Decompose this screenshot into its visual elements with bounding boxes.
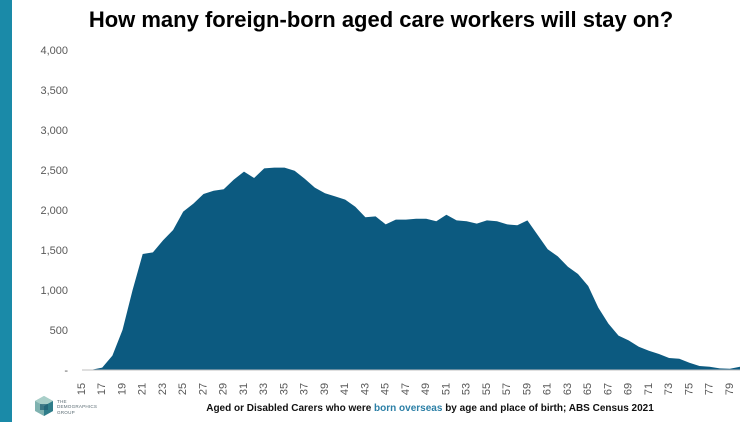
x-tick-label: 47 <box>400 383 412 395</box>
x-tick-label: 59 <box>521 383 533 395</box>
x-tick-label: 25 <box>177 383 189 395</box>
x-tick-label: 63 <box>562 383 574 395</box>
side-accent-bar <box>0 0 12 422</box>
area-series <box>82 167 740 370</box>
x-tick-label: 67 <box>602 383 614 395</box>
x-tick-label: 27 <box>197 383 209 395</box>
x-tick-label: 37 <box>299 383 311 395</box>
x-tick-label: 33 <box>258 383 270 395</box>
x-tick-label: 15 <box>76 383 88 395</box>
x-tick-label: 45 <box>380 383 392 395</box>
x-tick-label: 41 <box>339 383 351 395</box>
y-tick-label: 4,000 <box>40 45 68 57</box>
x-tick-label: 65 <box>582 383 594 395</box>
logo-line-2: DEMOGRAPHICS <box>57 404 98 410</box>
x-tick-label: 31 <box>238 383 250 395</box>
y-tick-label: - <box>64 365 68 377</box>
x-tick-label: 55 <box>481 383 493 395</box>
x-tick-label: 43 <box>359 383 371 395</box>
y-tick-label: 2,000 <box>40 205 68 217</box>
x-tick-label: 79 <box>724 383 736 395</box>
y-tick-label: 1,000 <box>40 285 68 297</box>
y-tick-label: 3,500 <box>40 85 68 97</box>
hexagon-logo-icon <box>35 396 53 416</box>
caption-highlight: born overseas <box>374 403 443 414</box>
chart-caption: Aged or Disabled Carers who were born ov… <box>130 403 730 414</box>
x-tick-label: 17 <box>96 383 108 395</box>
x-tick-label: 77 <box>704 383 716 395</box>
x-tick-label: 57 <box>501 383 513 395</box>
x-tick-label: 35 <box>278 383 290 395</box>
x-tick-label: 51 <box>440 383 452 395</box>
x-tick-label: 73 <box>663 383 675 395</box>
logo-line-3: GROUP <box>57 409 75 415</box>
x-tick-label: 75 <box>683 383 695 395</box>
x-tick-label: 29 <box>218 383 230 395</box>
x-tick-label: 61 <box>542 383 554 395</box>
x-tick-label: 39 <box>319 383 331 395</box>
logo-line-1: THE <box>57 399 67 404</box>
demographics-group-logo: THE DEMOGRAPHICS GROUP <box>33 395 113 419</box>
x-tick-label: 71 <box>643 383 655 395</box>
y-tick-label: 3,000 <box>40 125 68 137</box>
y-tick-label: 1,500 <box>40 245 68 257</box>
caption-text-start: Aged or Disabled Carers who were <box>206 403 375 414</box>
caption-text-end: by age and place of birth; ABS Census 20… <box>442 403 654 414</box>
x-tick-label: 69 <box>623 383 635 395</box>
x-tick-label: 49 <box>420 383 432 395</box>
x-tick-label: 21 <box>137 383 149 395</box>
x-tick-label: 53 <box>461 383 473 395</box>
y-tick-label: 500 <box>50 325 68 337</box>
chart-title: How many foreign-born aged care workers … <box>88 7 674 32</box>
x-tick-label: 19 <box>116 383 128 395</box>
x-tick-label: 23 <box>157 383 169 395</box>
y-tick-label: 2,500 <box>40 165 68 177</box>
